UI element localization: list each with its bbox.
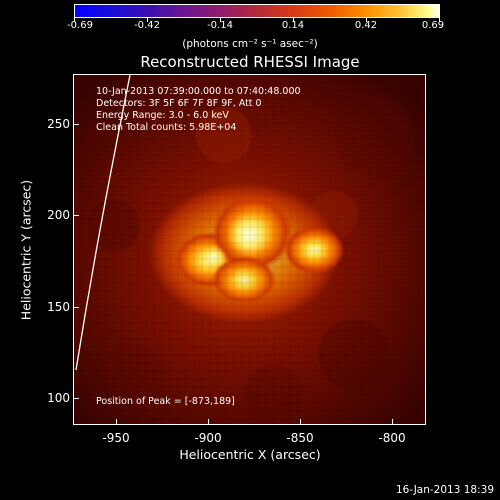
rhessi-image-panel xyxy=(73,74,426,425)
colorbar-tick-label: 0.69 xyxy=(421,20,445,31)
info-time-range: 10-Jan-2013 07:39:00.000 to 07:40:48.000 xyxy=(96,86,301,97)
x-tick-label: -850 xyxy=(286,431,314,445)
x-tick-label: -900 xyxy=(194,431,222,445)
x-tick-mark xyxy=(392,419,393,425)
colorbar-tick-label: -0.69 xyxy=(67,20,93,31)
x-tick-label: -800 xyxy=(378,431,406,445)
colorbar-tick-mark xyxy=(366,18,367,22)
y-axis-label: Heliocentric Y (arcsec) xyxy=(18,179,34,321)
x-tick-mark xyxy=(208,419,209,425)
colorbar-tick-mark xyxy=(74,18,75,22)
info-energy-range: Energy Range: 3.0 - 6.0 keV xyxy=(96,110,229,121)
date-stamp: 16-Jan-2013 18:39 xyxy=(395,484,494,496)
y-tick-mark xyxy=(73,307,79,308)
y-tick-mark xyxy=(73,124,79,125)
info-peak-position: Position of Peak = [-873,189] xyxy=(96,396,235,407)
colorbar-tick-label: 0.14 xyxy=(281,20,305,31)
colorbar-tick-label: -0.42 xyxy=(134,20,160,31)
plot-title: Reconstructed RHESSI Image xyxy=(140,53,360,71)
colorbar-tick-label: 0.42 xyxy=(354,20,378,31)
y-tick-label: 100 xyxy=(47,391,70,405)
colorbar-tick-mark xyxy=(220,18,221,22)
x-axis-label: Heliocentric X (arcsec) xyxy=(179,447,321,462)
colorbar xyxy=(74,4,440,18)
info-detectors: Detectors: 3F 5F 6F 7F 8F 9F, Att 0 xyxy=(96,98,262,109)
heatmap-image xyxy=(74,75,425,424)
y-tick-mark xyxy=(73,398,79,399)
x-tick-label: -950 xyxy=(102,431,130,445)
y-tick-label: 250 xyxy=(47,117,70,131)
colorbar-units: (photons cm⁻² s⁻¹ asec⁻²) xyxy=(182,38,318,50)
colorbar-tick-mark xyxy=(293,18,294,22)
y-tick-label: 200 xyxy=(47,208,70,222)
solar-limb-line xyxy=(75,75,131,371)
colorbar-tick-mark xyxy=(147,18,148,22)
colorbar-tick-mark xyxy=(439,18,440,22)
y-tick-mark xyxy=(73,215,79,216)
x-tick-mark xyxy=(116,419,117,425)
info-clean-counts: Clean Total counts: 5.98E+04 xyxy=(96,122,237,133)
x-tick-mark xyxy=(300,419,301,425)
y-tick-label: 150 xyxy=(47,300,70,314)
colorbar-tick-label: -0.14 xyxy=(207,20,233,31)
